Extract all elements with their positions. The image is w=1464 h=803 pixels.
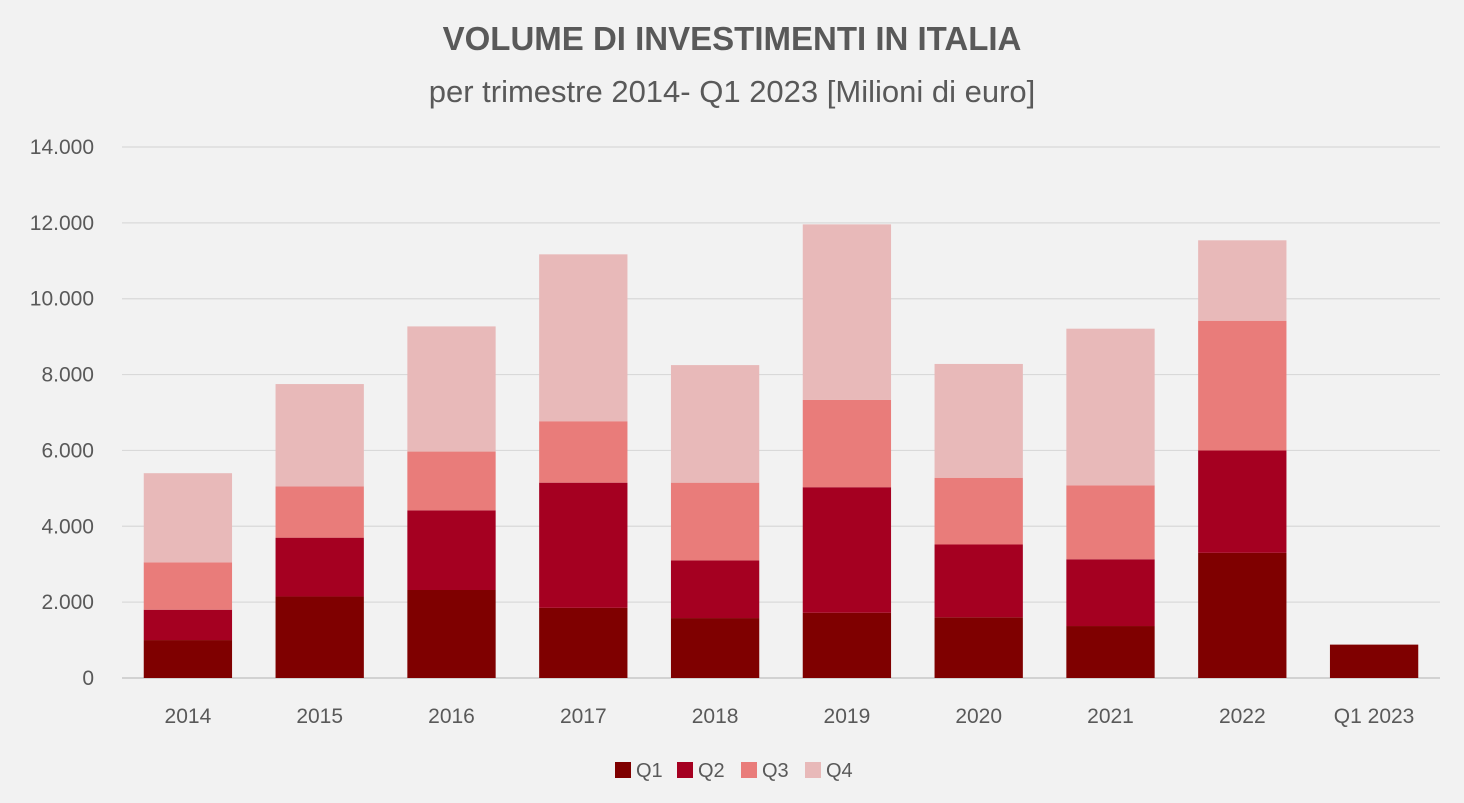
- legend-label-q1: Q1: [636, 760, 663, 782]
- bar-q3-2020: [934, 477, 1023, 545]
- x-tick-label: 2016: [428, 705, 475, 728]
- bar-q3-2021: [1066, 485, 1155, 560]
- legend-swatch-q2: [677, 762, 693, 778]
- bar-q2-2018: [670, 560, 760, 619]
- bar-q1-2018: [670, 618, 760, 678]
- bar-q4-2022: [1198, 240, 1287, 321]
- y-tick-label: 2.000: [41, 591, 94, 614]
- bar-q1-2015: [275, 596, 364, 678]
- bar-q1-2019: [802, 612, 892, 678]
- legend-label-q2: Q2: [698, 760, 725, 782]
- x-tick-label: 2021: [1087, 705, 1134, 728]
- x-tick-label: 2018: [692, 705, 739, 728]
- bar-q2-2017: [539, 482, 628, 608]
- x-tick-label: 2020: [955, 705, 1002, 728]
- y-tick-label: 10.000: [30, 288, 94, 311]
- x-tick-label: Q1 2023: [1334, 705, 1415, 728]
- bar-q4-2016: [407, 326, 496, 452]
- x-tick-label: 2022: [1219, 705, 1266, 728]
- chart-subtitle: per trimestre 2014- Q1 2023 [Milioni di …: [428, 74, 1036, 109]
- x-tick-label: 2017: [560, 705, 607, 728]
- legend-label-q3: Q3: [762, 760, 789, 782]
- x-tick-label: 2019: [824, 705, 871, 728]
- bar-q2-2016: [407, 510, 496, 591]
- bar-q2-2022: [1198, 450, 1287, 553]
- y-tick-label: 8.000: [41, 364, 94, 387]
- bar-q3-2017: [539, 421, 628, 483]
- bar-q3-2018: [670, 482, 760, 561]
- bar-q1-2014: [143, 640, 233, 678]
- bar-q3-2022: [1198, 320, 1287, 451]
- legend-label-q4: Q4: [826, 760, 853, 782]
- legend-swatch-q4: [805, 762, 821, 778]
- bar-q1-2022: [1198, 552, 1287, 678]
- y-tick-label: 4.000: [41, 515, 94, 538]
- bar-q4-2017: [539, 254, 628, 422]
- bar-q2-2019: [802, 487, 892, 613]
- chart-title: VOLUME DI INVESTIMENTI IN ITALIA: [442, 20, 1022, 57]
- bar-q4-2021: [1066, 328, 1155, 486]
- bar-q2-2021: [1066, 559, 1155, 627]
- legend-swatch-q3: [741, 762, 757, 778]
- bar-q1-2021: [1066, 626, 1155, 678]
- bar-q2-2015: [275, 537, 364, 597]
- bar-q3-2014: [143, 562, 233, 610]
- bar-q2-2020: [934, 544, 1023, 618]
- bar-q3-2016: [407, 451, 496, 511]
- bar-q1-2016: [407, 590, 496, 678]
- y-tick-label: 0: [82, 667, 94, 690]
- x-tick-label: 2015: [296, 705, 343, 728]
- bar-q4-2015: [275, 384, 364, 487]
- bar-q4-2019: [802, 224, 892, 400]
- bar-q3-2015: [275, 486, 364, 538]
- bar-q1-2017: [539, 607, 628, 678]
- bar-q4-2020: [934, 363, 1023, 478]
- bar-q4-2018: [670, 365, 760, 483]
- x-tick-label: 2014: [165, 705, 212, 728]
- y-tick-label: 6.000: [41, 439, 94, 462]
- y-tick-label: 12.000: [30, 212, 94, 235]
- bar-q1-q1-2023: [1329, 644, 1419, 678]
- legend-swatch-q1: [615, 762, 631, 778]
- y-tick-label: 14.000: [30, 136, 94, 159]
- bar-q1-2020: [934, 617, 1023, 678]
- bar-q2-2014: [143, 609, 233, 641]
- bar-q3-2019: [802, 399, 892, 488]
- bar-q4-2014: [143, 473, 233, 563]
